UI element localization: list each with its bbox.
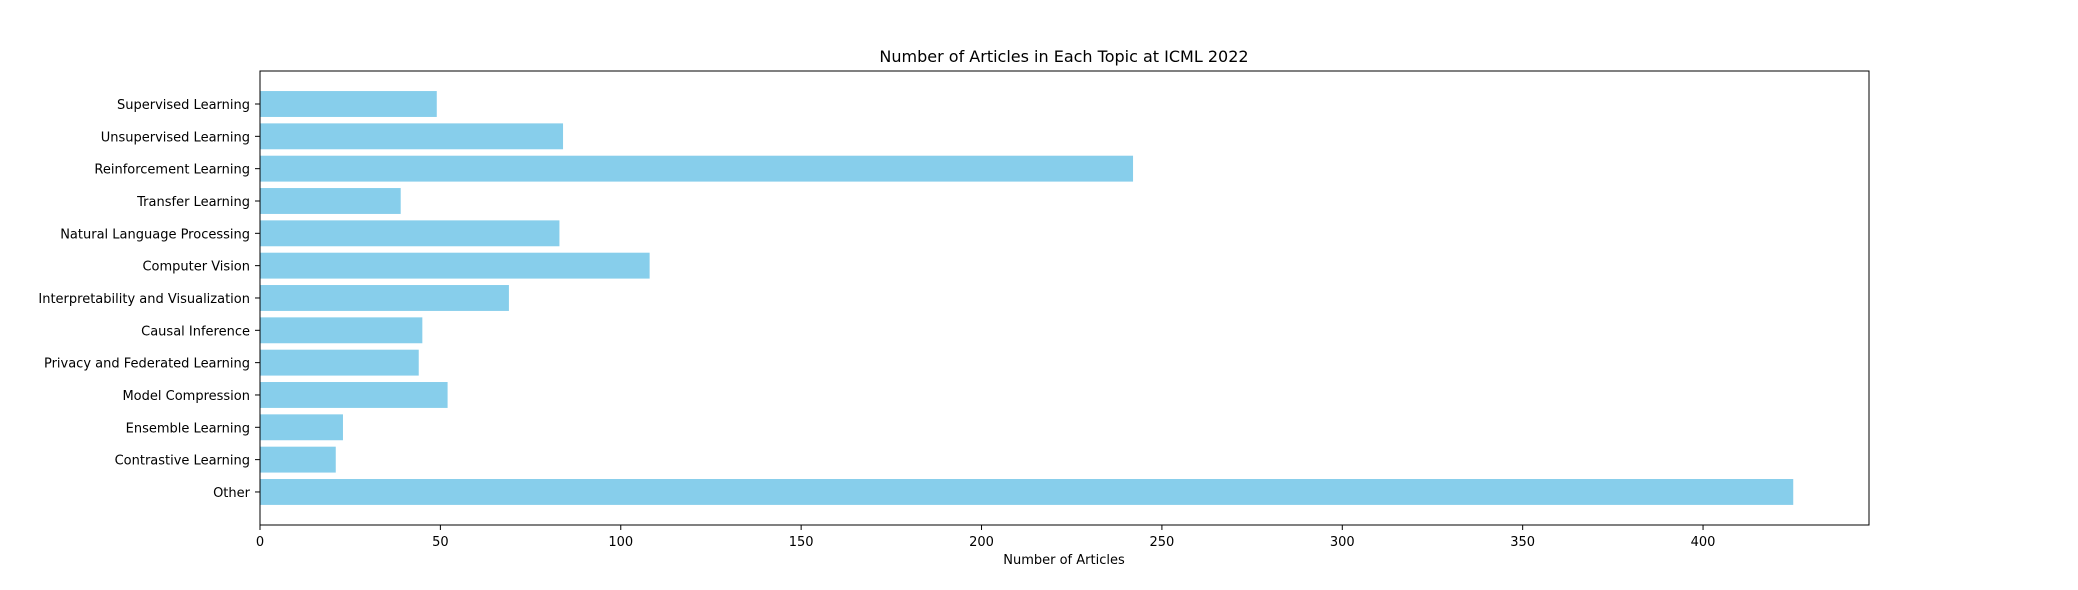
bar-12	[260, 479, 1794, 505]
x-tick-label: 400	[1691, 535, 1716, 550]
bar-10	[260, 414, 343, 441]
x-tick-label: 300	[1330, 535, 1355, 550]
y-tick-label: Model Compression	[122, 389, 250, 404]
x-tick-label: 0	[256, 535, 264, 550]
bar-3	[260, 188, 401, 214]
y-tick-label: Causal Inference	[141, 324, 250, 339]
x-tick-label: 100	[608, 535, 633, 550]
x-tick-label: 150	[789, 535, 814, 550]
y-tick-label: Ensemble Learning	[126, 421, 250, 436]
chart-title: Number of Articles in Each Topic at ICML…	[879, 47, 1248, 66]
y-tick-label: Transfer Learning	[136, 195, 250, 210]
plot-frame	[259, 70, 1870, 526]
y-tick-label: Other	[213, 486, 251, 501]
x-tick-label: 50	[432, 535, 449, 550]
y-tick-label: Interpretability and Visualization	[38, 292, 250, 307]
bar-5	[260, 252, 650, 279]
y-tick-label: Supervised Learning	[117, 98, 250, 113]
x-axis-ticks: 0 50 100 150 200 250 300 350 400	[256, 525, 1716, 550]
bar-4	[260, 220, 560, 247]
x-tick-label: 350	[1510, 535, 1535, 550]
bar-1	[260, 123, 564, 150]
y-axis-ticks: Supervised Learning Unsupervised Learning…	[38, 98, 260, 501]
y-tick-label: Natural Language Processing	[60, 227, 250, 242]
y-tick-label: Computer Vision	[142, 260, 250, 275]
x-axis-label: Number of Articles	[1003, 553, 1125, 568]
y-tick-label: Contrastive Learning	[115, 454, 250, 469]
bar-7	[260, 317, 423, 344]
bar-2	[260, 155, 1134, 182]
bar-11	[260, 446, 336, 473]
bars-group	[260, 91, 1794, 505]
y-tick-label: Privacy and Federated Learning	[44, 357, 250, 372]
x-tick-label: 250	[1149, 535, 1174, 550]
bar-9	[260, 382, 448, 408]
bar-6	[260, 285, 509, 311]
y-tick-label: Unsupervised Learning	[101, 130, 250, 145]
x-tick-label: 200	[969, 535, 994, 550]
y-tick-label: Reinforcement Learning	[94, 163, 250, 178]
bar-0	[260, 91, 437, 117]
bar-8	[260, 349, 419, 376]
